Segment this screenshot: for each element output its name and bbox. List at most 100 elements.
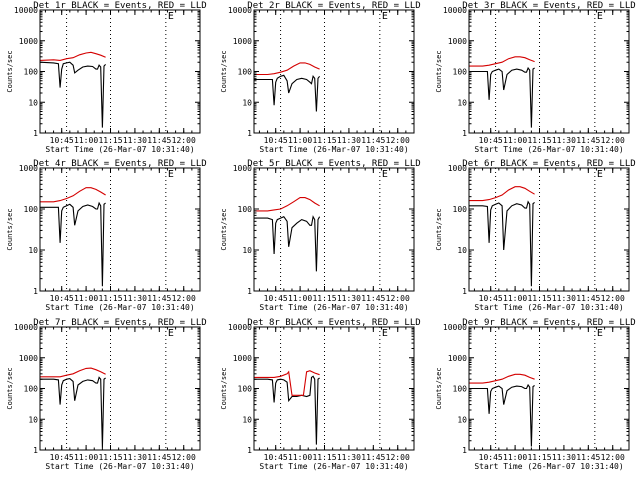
x-tick-label: 11:15 — [312, 136, 336, 145]
x-tick-label: 11:30 — [337, 136, 361, 145]
panel-title: Det 6r BLACK = Events, RED = LLD — [462, 159, 635, 169]
x-tick-label: 11:00 — [503, 294, 527, 303]
x-tick-label: 10:45 — [50, 453, 74, 462]
y-axis-label: Counts/sec — [220, 208, 228, 250]
x-tick-label: 12:00 — [601, 136, 625, 145]
y-axis-label: Counts/sec — [220, 367, 228, 409]
panel-title: Det 1r BLACK = Events, RED = LLD — [33, 1, 206, 11]
x-tick-label: 11:30 — [337, 453, 361, 462]
x-tick-label: 12:00 — [601, 294, 625, 303]
y-axis-label: Counts/sec — [220, 50, 228, 92]
corner-mark: E — [597, 328, 603, 339]
lld-series-line — [469, 186, 535, 202]
events-series-line — [254, 375, 320, 445]
lld-series-line — [39, 51, 106, 61]
events-series-line — [39, 61, 107, 128]
x-tick-label: 11:00 — [288, 294, 312, 303]
x-tick-label: 11:00 — [74, 136, 98, 145]
y-tick-label: 10 — [28, 246, 38, 255]
corner-mark: E — [168, 169, 174, 180]
y-tick-label: 1 — [462, 446, 467, 455]
x-tick-label: 10:45 — [479, 453, 503, 462]
events-series-line — [469, 200, 535, 287]
plot-frame — [253, 326, 415, 451]
y-axis-label: Counts/sec — [6, 208, 14, 250]
panel-title: Det 5r BLACK = Events, RED = LLD — [247, 159, 420, 169]
x-tick-label: 11:30 — [552, 136, 576, 145]
y-tick-label: 100 — [24, 68, 39, 77]
x-tick-label: 11:15 — [98, 453, 122, 462]
y-tick-label: 1 — [462, 287, 467, 296]
y-tick-label: 10 — [457, 246, 467, 255]
x-tick-label: 11:45 — [361, 294, 385, 303]
panel-title: Det 8r BLACK = Events, RED = LLD — [247, 318, 420, 328]
x-tick-label: 11:30 — [123, 453, 147, 462]
x-tick-label: 11:45 — [576, 453, 600, 462]
x-tick-label: 11:30 — [123, 136, 147, 145]
y-tick-label: 100 — [453, 68, 468, 77]
x-tick-label: 11:45 — [576, 136, 600, 145]
x-axis-label: Start Time (26-Mar-07 10:31:40) — [45, 462, 194, 471]
x-tick-label: 11:00 — [74, 453, 98, 462]
x-tick-label: 10:45 — [264, 136, 288, 145]
y-tick-label: 10 — [242, 415, 252, 424]
y-tick-label: 10000 — [443, 323, 467, 332]
lld-series-line — [40, 367, 106, 378]
y-tick-label: 100 — [238, 385, 253, 394]
x-tick-label: 11:15 — [98, 294, 122, 303]
x-tick-label: 11:15 — [527, 294, 551, 303]
x-tick-label: 11:15 — [312, 453, 336, 462]
x-axis-label: Start Time (26-Mar-07 10:31:40) — [45, 145, 194, 154]
y-tick-label: 10000 — [228, 323, 252, 332]
x-tick-label: 12:00 — [172, 294, 196, 303]
events-series-line — [40, 376, 106, 448]
x-tick-label: 11:45 — [147, 453, 171, 462]
y-tick-label: 10000 — [14, 6, 38, 15]
panel-title: Det 4r BLACK = Events, RED = LLD — [33, 159, 206, 169]
y-tick-label: 1 — [33, 446, 38, 455]
plot-frame — [39, 326, 201, 451]
x-tick-label: 10:45 — [264, 294, 288, 303]
y-tick-label: 1000 — [448, 354, 467, 363]
y-tick-label: 1000 — [233, 354, 252, 363]
x-tick-label: 11:45 — [147, 294, 171, 303]
lld-series-line — [469, 56, 535, 67]
y-tick-label: 1 — [462, 129, 467, 138]
x-tick-label: 11:15 — [527, 453, 551, 462]
y-tick-label: 100 — [453, 205, 468, 214]
x-axis-label: Start Time (26-Mar-07 10:31:40) — [474, 303, 623, 312]
x-tick-label: 11:30 — [123, 294, 147, 303]
y-tick-label: 10000 — [443, 6, 467, 15]
corner-mark: E — [382, 169, 388, 180]
x-tick-label: 11:30 — [552, 294, 576, 303]
y-tick-label: 1 — [247, 129, 252, 138]
y-tick-label: 10 — [242, 98, 252, 107]
y-tick-label: 100 — [238, 205, 253, 214]
plot-frame — [253, 167, 415, 292]
x-tick-label: 11:45 — [361, 453, 385, 462]
y-tick-label: 10000 — [14, 323, 38, 332]
x-axis-label: Start Time (26-Mar-07 10:31:40) — [474, 145, 623, 154]
x-tick-label: 10:45 — [479, 294, 503, 303]
y-axis-label: Counts/sec — [435, 50, 443, 92]
events-series-line — [40, 201, 106, 287]
corner-mark: E — [382, 11, 388, 22]
x-tick-label: 10:45 — [50, 136, 74, 145]
x-tick-label: 11:45 — [361, 136, 385, 145]
lld-series-line — [254, 197, 320, 212]
y-tick-label: 100 — [24, 205, 39, 214]
x-tick-label: 11:15 — [98, 136, 122, 145]
y-tick-label: 10 — [457, 98, 467, 107]
x-tick-label: 11:30 — [552, 453, 576, 462]
lld-series-line — [469, 373, 535, 384]
x-tick-label: 11:30 — [337, 294, 361, 303]
y-tick-label: 10 — [457, 415, 467, 424]
x-tick-label: 10:45 — [264, 453, 288, 462]
events-series-line — [254, 215, 321, 272]
x-axis-label: Start Time (26-Mar-07 10:31:40) — [259, 145, 408, 154]
y-axis-label: Counts/sec — [6, 50, 14, 92]
